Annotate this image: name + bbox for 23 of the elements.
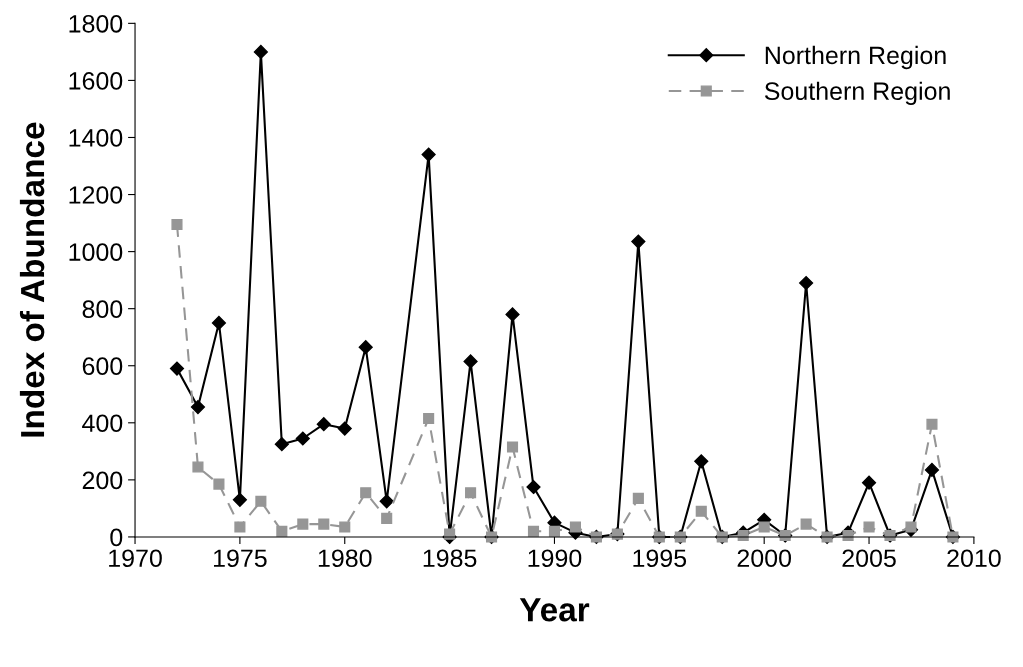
- x-tick-label: 1970: [109, 549, 162, 568]
- x-tick-label: 1990: [528, 549, 582, 568]
- y-tick-label: 0: [110, 528, 123, 547]
- y-tick-label: 1400: [69, 129, 123, 147]
- y-tick-label: 1800: [69, 14, 123, 33]
- x-tick-label: 2010: [947, 549, 1001, 568]
- legend-label: Southern Region: [764, 81, 950, 105]
- x-tick-label: 1995: [633, 549, 687, 568]
- x-tick-label: 1980: [318, 549, 372, 568]
- y-tick-label: 600: [82, 357, 123, 376]
- y-tick-label: 400: [82, 414, 123, 433]
- x-tick-label: 2005: [842, 549, 896, 568]
- y-tick-label: 1600: [69, 72, 123, 90]
- x-tick-label: 1975: [214, 549, 267, 568]
- x-tick-label: 2000: [737, 549, 792, 568]
- x-axis-title: Year: [519, 598, 590, 622]
- y-tick-label: 200: [82, 471, 123, 490]
- legend-label: Northern Region: [765, 45, 946, 70]
- x-tick-label: 1985: [423, 549, 477, 568]
- y-tick-label: 1000: [69, 243, 123, 261]
- y-axis-title: Index of Abundance: [19, 122, 45, 437]
- y-tick-label: 1200: [69, 186, 123, 204]
- y-tick-label: 800: [82, 300, 123, 318]
